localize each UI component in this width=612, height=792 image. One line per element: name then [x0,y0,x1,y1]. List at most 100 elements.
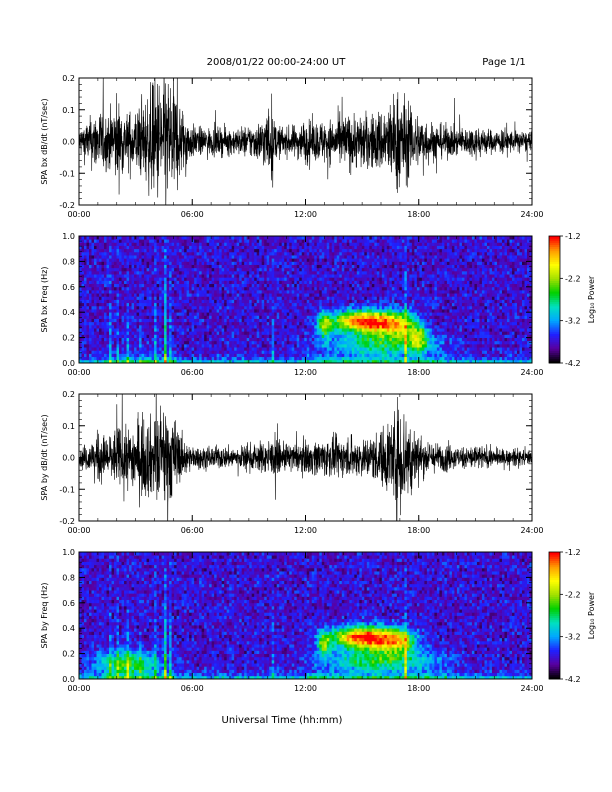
spectrogram-cell [104,236,107,240]
spectrogram-cell [179,359,183,364]
spectrogram-cell [319,239,323,243]
spectrogram-cell [299,312,303,316]
spectrogram-cell [169,343,172,348]
spectrogram-cell [336,264,340,269]
spectrogram-cell [334,277,338,281]
spectrogram-cell [321,245,325,250]
spectrogram-cell [281,261,285,265]
spectrogram-cell [191,318,195,323]
spectrogram-cell [296,302,300,307]
spectrogram-cell [244,305,248,310]
spectrogram-cell [159,324,162,329]
spectrogram-cell [369,321,373,326]
spectrogram-cell [176,264,180,269]
spectrogram-cell [274,255,278,259]
spectrogram-cell [286,255,290,259]
spectrogram-cell [306,324,310,329]
spectrogram-cell [311,274,315,278]
spectrogram-cell [339,264,343,269]
spectrogram-cell [139,340,142,345]
spectrogram-cell [279,321,283,326]
spectrogram-cell [189,239,193,243]
spectrogram-cell [99,353,102,358]
spectrogram-cell [319,236,323,240]
spectrogram-cell [236,324,240,329]
spectrogram-cell [186,315,190,319]
spectrogram-cell [366,245,370,250]
spectrogram-cell [121,280,125,285]
spectrogram-cell [364,245,368,250]
spectrogram-cell [351,353,355,358]
spectrogram-cell [231,321,235,326]
spectrogram-cell [106,267,110,272]
spectrogram-cell [199,264,203,269]
spectrogram-cell [164,289,167,294]
spectrogram-cell [316,245,320,250]
spectrogram-cell [296,312,300,316]
spectrogram-cell [141,239,145,243]
spectrogram-cell [201,305,205,310]
spectrogram-cell [301,239,305,243]
spectrogram-cell [251,239,255,243]
spectrogram-cell [266,245,270,250]
spectrogram-cell [276,321,280,326]
spectrogram-cell [201,328,205,332]
spectrogram-cell [124,331,127,335]
spectrogram-cell [289,347,293,351]
spectrogram-cell [259,255,263,259]
spectrogram-cell [301,347,305,351]
spectrogram-cell [296,353,300,358]
spectrogram-cell [256,309,260,313]
spectrogram-cell [371,312,375,316]
spectrogram-cell [211,283,215,288]
spectrogram-cell [241,309,245,313]
spectrogram-cell [159,286,162,291]
spectrogram-cell [274,350,278,354]
spectrogram-cell [119,270,122,275]
spectrogram-cell [214,334,218,338]
spectrogram-cell [224,334,228,338]
spectrogram-cell [131,236,135,240]
spectrogram-cell [79,251,82,256]
spectrogram-cell [311,305,315,310]
spectrogram-cell [336,245,340,250]
spectrogram-cell [379,302,383,307]
spectrogram-cell [376,337,380,342]
spectrogram-cell [216,309,220,313]
spectrogram-cell [84,258,87,262]
spectrogram-cell [136,359,140,364]
spectrogram-cell [214,264,218,269]
spectrogram-cell [89,309,92,313]
spectrogram-cell [189,324,193,329]
spectrogram-cell [241,334,245,338]
spectrogram-cell [286,248,290,253]
spectrogram-cell [376,245,380,250]
spectrogram-cell [364,286,368,291]
spectrogram-cell [146,270,150,275]
spectrogram-cell [321,309,325,313]
spectrogram-cell [109,359,112,364]
spectrogram-cell [141,274,145,278]
spectrogram-cell [316,280,320,285]
spectrogram-cell [314,261,318,265]
spectrogram-cell [364,283,368,288]
spectrogram-cell [374,343,378,348]
spectrogram-cell [144,343,147,348]
spectrogram-cell [136,353,140,358]
spectrogram-cell [111,258,115,262]
spectrogram-cell [81,353,85,358]
spectrogram-cell [101,289,105,294]
spectrogram-cell [224,315,228,319]
spectrogram-cell [249,248,253,253]
spectrogram-cell [256,264,260,269]
spectrogram-cell [91,353,95,358]
spectrogram-cell [274,296,278,300]
spectrogram-cell [266,305,270,310]
spectrogram-cell [196,258,200,262]
spectrogram-cell [359,251,363,256]
spectrogram-cell [214,239,218,243]
spectrogram-cell [309,280,313,285]
spectrogram-cell [154,343,157,348]
spectrogram-cell [371,324,375,329]
spectrogram-cell [236,347,240,351]
